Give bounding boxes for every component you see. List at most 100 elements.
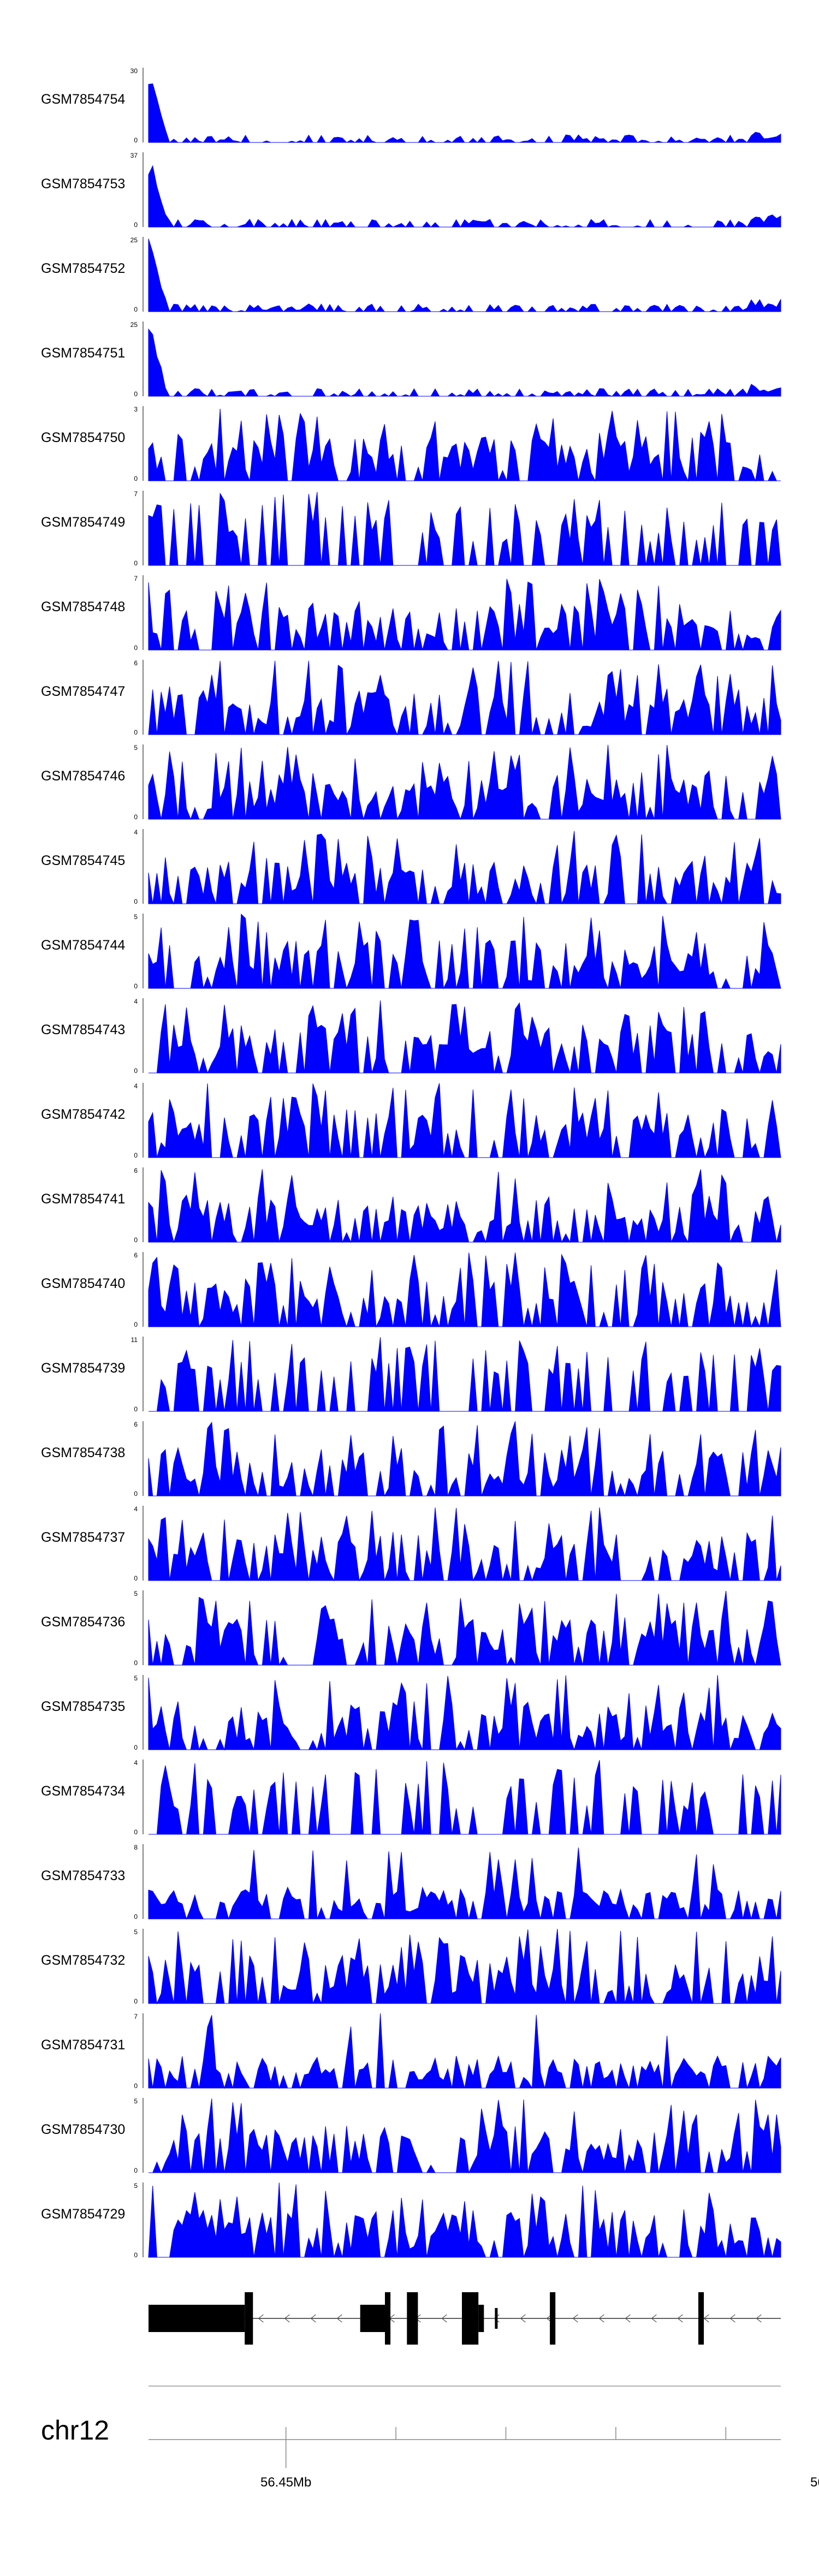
track-sample-label: GSM7854746 (41, 768, 125, 784)
track-ymin-label: 0 (134, 475, 138, 482)
coverage-area (148, 1421, 781, 1497)
track-ymin-label: 0 (134, 1575, 138, 1582)
track-ymax-label: 6 (134, 659, 138, 667)
genome-axis-track: chr12 56.45Mb 56.46Mb (41, 2386, 819, 2490)
strand-arrow (572, 2314, 578, 2323)
strand-arrow (441, 2314, 447, 2323)
coverage-track: GSM7854734 4 0 (41, 1759, 781, 1836)
strand-arrow (598, 2314, 604, 2323)
gene-exon (407, 2292, 418, 2345)
track-ymin-label: 0 (134, 1828, 138, 1836)
coverage-area (148, 660, 781, 736)
track-ymin-label: 0 (134, 390, 138, 398)
coverage-track: GSM7854747 6 0 (41, 659, 781, 736)
coverage-area (149, 1760, 781, 1835)
track-ymax-label: 5 (134, 1590, 138, 1597)
track-ymin-label: 0 (134, 136, 138, 144)
coverage-area (148, 238, 781, 313)
track-ymin-label: 0 (134, 1913, 138, 1921)
track-sample-label: GSM7854739 (41, 1361, 125, 1376)
coverage-track: GSM7854740 6 0 (41, 1251, 781, 1328)
track-sample-label: GSM7854735 (41, 1699, 125, 1714)
coverage-area (148, 1507, 781, 1582)
track-ymin-label: 0 (134, 1490, 138, 1498)
track-sample-label: GSM7854741 (41, 1191, 125, 1207)
coverage-track: GSM7854751 25 0 (41, 321, 781, 398)
track-sample-label: GSM7854748 (41, 599, 125, 615)
track-ymax-label: 8 (134, 1844, 138, 1851)
track-ymax-label: 3 (134, 406, 138, 413)
strand-arrow (284, 2314, 290, 2323)
axis-tick-label: 56.45Mb (260, 2475, 311, 2490)
track-ymin-label: 0 (134, 1659, 138, 1667)
track-ymin-label: 0 (134, 1067, 138, 1075)
coverage-area (149, 1000, 781, 1074)
coverage-track: GSM7854749 7 0 (41, 490, 781, 567)
gene-exon (245, 2292, 253, 2345)
coverage-track: GSM7854743 4 0 (41, 998, 781, 1075)
track-sample-label: GSM7854752 (41, 261, 125, 276)
track-ymin-label: 0 (134, 2082, 138, 2090)
track-ymax-label: 5 (134, 744, 138, 752)
track-ymax-label: 5 (134, 2182, 138, 2190)
gene-exon (550, 2292, 556, 2345)
track-ymax-label: 7 (134, 575, 138, 582)
track-ymax-label: 6 (134, 1421, 138, 1428)
track-sample-label: GSM7854736 (41, 1614, 125, 1630)
coverage-track: GSM7854733 8 0 (41, 1844, 781, 1921)
track-sample-label: GSM7854738 (41, 1445, 125, 1460)
coverage-track: GSM7854737 4 0 (41, 1505, 781, 1582)
track-ymin-label: 0 (134, 729, 138, 736)
track-sample-label: GSM7854747 (41, 684, 125, 699)
track-ymax-label: 11 (131, 1336, 138, 1344)
gene-exon (478, 2305, 484, 2332)
track-ymin-label: 0 (134, 306, 138, 313)
track-sample-label: GSM7854740 (41, 1276, 125, 1291)
coverage-area (148, 1083, 781, 1159)
track-ymin-label: 0 (134, 2167, 138, 2174)
track-ymax-label: 5 (134, 2097, 138, 2105)
track-ymin-label: 0 (134, 221, 138, 229)
track-ymin-label: 0 (134, 1405, 138, 1413)
track-ymax-label: 37 (130, 152, 138, 159)
coverage-area (148, 1929, 781, 2005)
strand-arrow (520, 2314, 526, 2323)
track-ymin-label: 0 (134, 1997, 138, 2005)
coverage-area (148, 1169, 781, 1243)
track-ymax-label: 25 (130, 236, 138, 244)
coverage-area (148, 328, 781, 397)
track-sample-label: GSM7854734 (41, 1784, 125, 1799)
track-ymax-label: 4 (134, 828, 138, 836)
coverage-track: GSM7854731 7 0 (41, 2013, 781, 2090)
coverage-area (149, 2098, 781, 2174)
strand-arrow (677, 2314, 683, 2323)
track-ymin-label: 0 (134, 898, 138, 905)
track-sample-label: GSM7854730 (41, 2122, 125, 2137)
coverage-track: GSM7854745 4 0 (41, 828, 781, 905)
track-ymax-label: 4 (134, 1759, 138, 1767)
track-ymin-label: 0 (134, 1152, 138, 1159)
gene-exon (385, 2292, 391, 2345)
track-ymin-label: 0 (134, 559, 138, 567)
track-sample-label: GSM7854745 (41, 853, 125, 868)
chromosome-label: chr12 (41, 2415, 109, 2446)
track-ymax-label: 7 (134, 2013, 138, 2020)
track-ymax-label: 4 (134, 1505, 138, 1513)
coverage-track: GSM7854752 25 0 (41, 236, 781, 313)
coverage-area (148, 1591, 781, 1666)
track-sample-label: GSM7854733 (41, 1868, 125, 1883)
strand-arrow (310, 2314, 316, 2323)
coverage-track: GSM7854736 5 0 (41, 1590, 781, 1667)
strand-arrow (703, 2314, 709, 2323)
track-sample-label: GSM7854731 (41, 2037, 125, 2053)
strand-arrow (258, 2314, 264, 2323)
strand-arrow (651, 2314, 657, 2323)
track-ymax-label: 6 (134, 1251, 138, 1259)
coverage-area (148, 492, 781, 566)
strand-arrow (756, 2314, 762, 2323)
coverage-area (148, 831, 781, 905)
coverage-area (148, 1253, 781, 1328)
coverage-track: GSM7854738 6 0 (41, 1421, 781, 1498)
coverage-area (148, 913, 781, 989)
